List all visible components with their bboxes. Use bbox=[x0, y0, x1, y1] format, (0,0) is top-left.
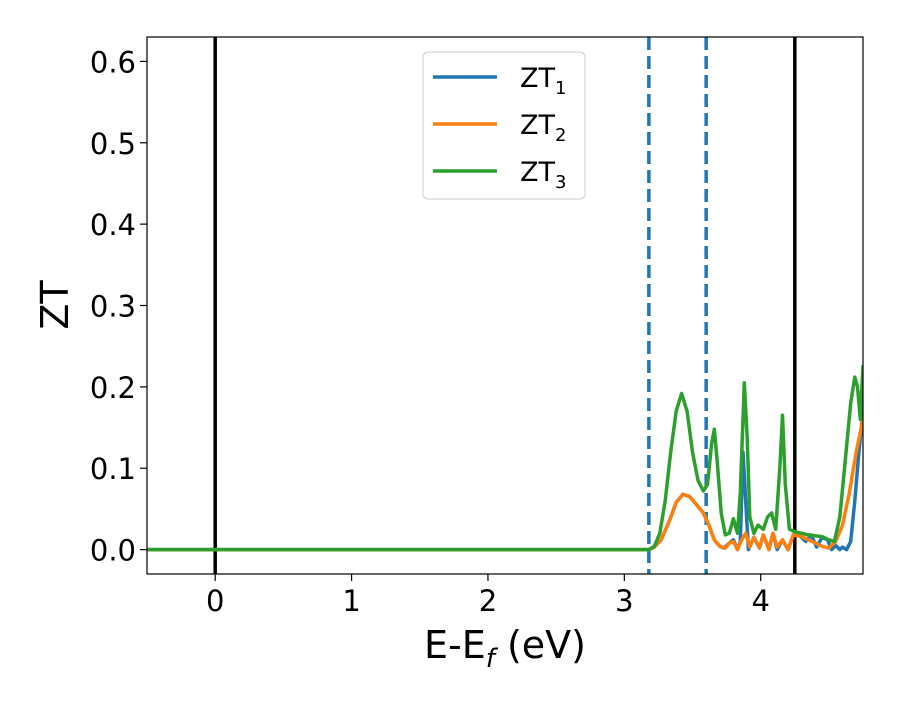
y-tick-label: 0.2 bbox=[90, 371, 136, 405]
series-line-zt2 bbox=[147, 417, 863, 552]
legend-box bbox=[422, 51, 586, 200]
legend-label-zt2: ZT2 bbox=[520, 110, 566, 146]
x-tick-label: 0 bbox=[206, 584, 224, 618]
y-axis-ticks: 0.0 0.1 0.2 0.3 0.4 0.5 0.6 bbox=[90, 45, 147, 568]
legend: ZT1 ZT2 ZT3 bbox=[422, 51, 586, 200]
series-line-zt3 bbox=[147, 364, 863, 552]
legend-label-zt3: ZT3 bbox=[520, 157, 566, 193]
y-tick-label: 0.6 bbox=[90, 45, 136, 79]
y-axis-title: ZT bbox=[33, 280, 77, 330]
y-tick-label: 0.5 bbox=[90, 127, 136, 161]
x-tick-label: 3 bbox=[615, 584, 633, 618]
y-tick-label: 0.1 bbox=[90, 452, 136, 486]
x-tick-label: 4 bbox=[751, 584, 769, 618]
series-lines bbox=[147, 364, 863, 552]
y-tick-label: 0.3 bbox=[90, 290, 136, 324]
legend-label-zt1: ZT1 bbox=[520, 63, 566, 99]
x-axis-ticks: 0 1 2 3 4 bbox=[206, 574, 770, 618]
y-tick-label: 0.0 bbox=[90, 534, 136, 568]
y-tick-label: 0.4 bbox=[90, 208, 136, 242]
x-tick-label: 2 bbox=[479, 584, 497, 618]
x-axis-title: E-Ef (eV) bbox=[424, 623, 586, 674]
x-tick-label: 1 bbox=[342, 584, 360, 618]
